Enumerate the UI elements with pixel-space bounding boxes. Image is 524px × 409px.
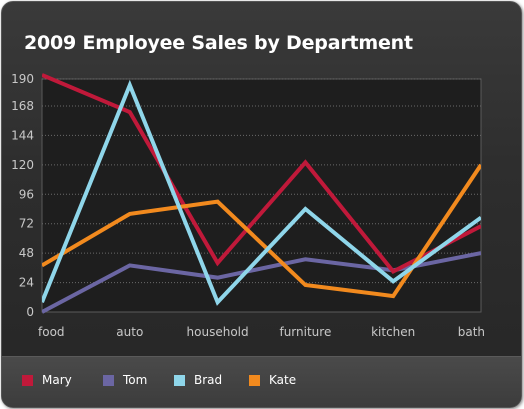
legend-label: Tom — [123, 373, 148, 387]
x-tick-label: furniture — [279, 325, 331, 339]
x-tick-label: kitchen — [371, 325, 415, 339]
x-tick-label: household — [187, 325, 249, 339]
legend-item-kate: Kate — [249, 373, 296, 387]
series-line-mary — [42, 73, 481, 275]
y-tick-label: 190 — [11, 72, 34, 86]
legend-label: Brad — [194, 373, 223, 387]
y-tick-label: 48 — [19, 246, 34, 260]
y-tick-label: 120 — [11, 158, 34, 172]
y-tick-label: 144 — [11, 128, 34, 142]
y-tick-label: 72 — [19, 217, 34, 231]
legend-item-tom: Tom — [103, 373, 147, 387]
chart-legend: Mary Tom Brad Kate — [2, 356, 521, 407]
series-line-tom — [42, 251, 481, 314]
legend-label: Mary — [42, 373, 72, 387]
x-tick-label: food — [38, 325, 65, 339]
series-line-kate — [42, 163, 481, 299]
x-tick-label: auto — [116, 325, 143, 339]
legend-swatch — [174, 374, 185, 386]
legend-swatch — [103, 374, 114, 386]
y-tick-label: 24 — [19, 276, 34, 290]
chart-title: 2009 Employee Sales by Department — [24, 32, 413, 54]
series-line-brad — [42, 79, 481, 306]
y-tick-label: 168 — [11, 99, 34, 113]
y-tick-label: 0 — [26, 305, 34, 319]
x-tick-label: bath — [458, 325, 485, 339]
line-chart: 0 24 48 72 96 120 144 168 190 food auto household fu… — [11, 72, 485, 339]
legend-item-mary: Mary — [22, 373, 72, 387]
legend-swatch — [249, 374, 260, 386]
legend-swatch — [22, 374, 33, 386]
y-tick-label: 96 — [19, 187, 34, 201]
legend-label: Kate — [269, 373, 297, 387]
legend-item-brad: Brad — [174, 373, 222, 387]
